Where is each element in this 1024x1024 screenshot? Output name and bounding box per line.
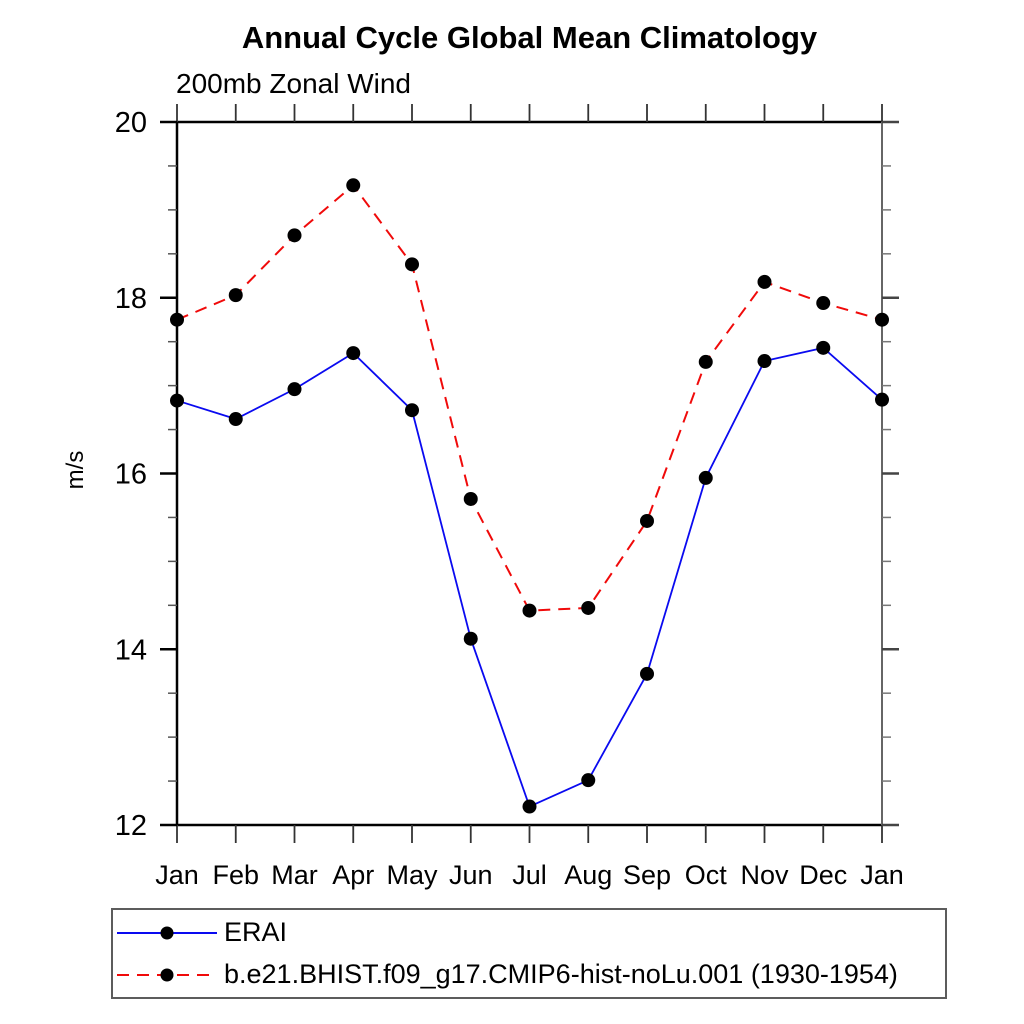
data-point-marker — [228, 412, 243, 427]
data-point-marker — [816, 296, 831, 311]
legend-solid-line-sample — [117, 926, 217, 939]
data-point-marker — [463, 631, 478, 646]
x-axis-tick-label: Dec — [799, 860, 847, 890]
chart-title: Annual Cycle Global Mean Climatology — [241, 20, 818, 55]
data-point-marker — [170, 393, 184, 408]
data-point-marker — [581, 600, 596, 615]
legend-box: ERAI b.e21.BHIST.f09_g17.CMIP6-hist-noLu… — [111, 908, 947, 999]
legend-item-erai: ERAI — [113, 916, 945, 950]
data-point-marker — [287, 228, 302, 243]
legend-label-erai: ERAI — [224, 917, 288, 947]
x-axis-tick-label: Nov — [740, 860, 789, 890]
x-axis-tick-label: Sep — [623, 860, 671, 890]
x-axis-tick-label: Jun — [449, 860, 493, 890]
chart-subtitle: 200mb Zonal Wind — [176, 68, 412, 99]
data-point-marker — [346, 178, 361, 193]
data-point-marker — [581, 773, 596, 788]
x-axis-tick-label: Mar — [271, 860, 318, 890]
data-point-marker — [346, 346, 361, 361]
data-point-marker — [405, 403, 419, 418]
data-point-marker — [170, 312, 184, 327]
data-point-marker — [875, 392, 889, 407]
y-axis-tick-label: 14 — [115, 634, 147, 666]
y-axis-tick-label: 16 — [115, 459, 147, 491]
data-point-marker — [522, 603, 537, 618]
data-point-marker — [757, 354, 772, 369]
y-axis-tick-label: 12 — [115, 810, 147, 842]
data-point-marker — [463, 491, 478, 506]
y-axis-tick-label: 18 — [115, 283, 147, 315]
x-axis-tick-label: Jan — [155, 860, 199, 890]
legend-item-model: b.e21.BHIST.f09_g17.CMIP6-hist-noLu.001 … — [113, 958, 945, 992]
data-point-marker — [640, 513, 654, 528]
x-axis-tick-label: Jan — [860, 860, 904, 890]
data-point-marker — [522, 799, 537, 814]
data-point-marker — [875, 312, 889, 327]
data-point-marker — [757, 274, 772, 289]
legend-dashed-line-sample — [117, 968, 217, 981]
data-point-marker — [698, 354, 713, 369]
data-point-marker — [698, 470, 713, 485]
data-point-marker — [405, 257, 419, 272]
x-axis-tick-label: Jul — [512, 860, 547, 890]
y-axis-tick-label: 20 — [115, 107, 147, 139]
data-point-marker — [640, 666, 654, 681]
x-axis-tick-label: Feb — [212, 860, 259, 890]
x-axis-tick-label: May — [386, 860, 438, 890]
legend-marker-dot — [160, 968, 174, 981]
data-point-marker — [816, 340, 831, 355]
legend-label-model: b.e21.BHIST.f09_g17.CMIP6-hist-noLu.001 … — [224, 959, 898, 989]
x-axis-tick-label: Apr — [332, 860, 374, 890]
data-point-marker — [287, 382, 302, 397]
legend-marker-dot — [160, 926, 174, 939]
x-axis-tick-label: Aug — [564, 860, 612, 890]
series-line-erai — [176, 346, 883, 808]
x-axis-tick-label: Oct — [685, 860, 728, 890]
series-line-model — [176, 183, 883, 612]
data-point-marker — [228, 288, 243, 303]
